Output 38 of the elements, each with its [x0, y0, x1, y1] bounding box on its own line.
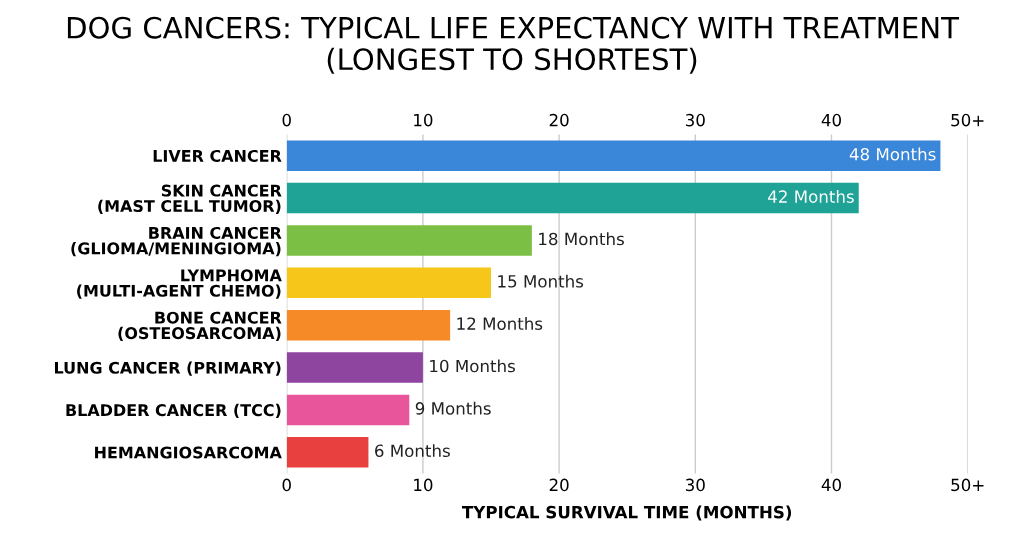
x-tick-label: 50+ — [951, 478, 984, 492]
x2-tick-label: 30 — [685, 113, 705, 127]
x-tick-label: 40 — [821, 478, 841, 492]
bar — [286, 394, 410, 426]
y-tick-label: HEMANGIOSARCOMA — [95, 446, 282, 459]
y-tick-label: BRAIN CANCER (GLIOMA/MENINGIOMA) — [71, 226, 282, 257]
y-tick-label: BONE CANCER (OSTEOSARCOMA) — [118, 311, 282, 342]
data-label: 9 Months — [415, 401, 491, 415]
data-label: 18 Months — [539, 232, 624, 246]
x2-tick-label: 50+ — [951, 113, 984, 127]
x-tick-label: 30 — [685, 478, 705, 492]
data-label: 10 Months — [430, 359, 515, 373]
y-tick-label: SKIN CANCER (MAST CELL TUMOR) — [98, 184, 282, 214]
bar — [286, 182, 859, 214]
y-tick-label: LYMPHOMA (MULTI-AGENT CHEMO) — [77, 269, 282, 299]
x-tick-label: 0 — [282, 478, 291, 492]
x-axis-title: TYPICAL SURVIVAL TIME (MONTHS) — [462, 505, 792, 521]
y-tick-label: LIVER CANCER — [153, 149, 282, 162]
bar — [286, 267, 492, 299]
x2-tick-label: 10 — [414, 113, 433, 127]
data-label: 12 Months — [457, 317, 543, 330]
y-tick-label: LUNG CANCER (PRIMARY) — [54, 361, 281, 376]
data-label: 6 Months — [375, 444, 450, 458]
x2-tick-label: 40 — [821, 113, 841, 127]
y-tick-label: BLADDER CANCER (TCC) — [66, 403, 281, 419]
data-label: 42 Months — [768, 189, 854, 203]
bar — [286, 437, 369, 468]
chart-title: DOG CANCERS: TYPICAL LIFE EXPECTANCY WITH TREATMENT (LONGEST TO SHORTEST) — [67, 16, 960, 74]
x2-tick-label: 0 — [282, 113, 291, 127]
x-tick-label: 10 — [414, 478, 433, 492]
data-label: 15 Months — [498, 274, 584, 288]
bar — [286, 352, 423, 383]
data-label: 48 Months — [849, 147, 936, 161]
bar — [286, 309, 451, 341]
bar — [286, 225, 532, 256]
x-tick-label: 20 — [549, 478, 569, 492]
bar — [286, 140, 941, 171]
x2-tick-label: 20 — [549, 113, 569, 127]
